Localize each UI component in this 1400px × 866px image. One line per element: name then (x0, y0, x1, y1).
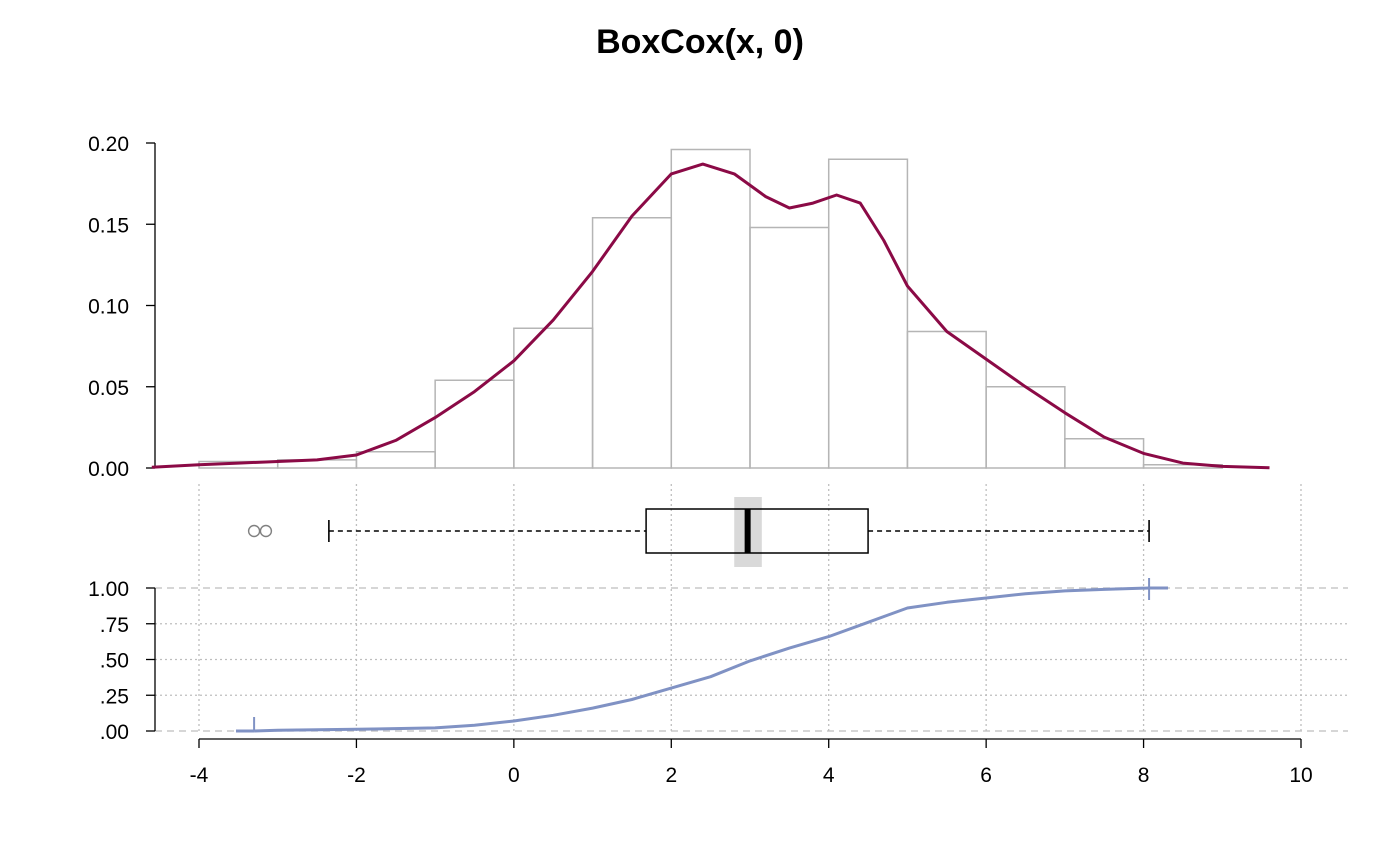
density-curve (151, 162, 1270, 470)
density-y-tick-label-3: 0.15 (88, 214, 129, 237)
density-y-tick-label-1: 0.05 (88, 377, 129, 400)
interquartile-box (645, 508, 869, 554)
x-tick-label-5: 6 (980, 764, 992, 787)
density-y-tick-label-4: 0.20 (88, 133, 129, 156)
ecdf-y-tick-label-4: 1.00 (88, 578, 129, 601)
x-tick-label-1: -2 (347, 764, 366, 787)
x-tick-label-3: 2 (665, 764, 677, 787)
histogram-bar-11 (1064, 438, 1145, 469)
density-panel: 0.00 0.05 0.10 0.15 0.20 (88, 133, 1270, 481)
histogram-bar-10 (985, 386, 1066, 469)
histogram-bar-2 (355, 451, 436, 469)
histogram-bar-6 (670, 148, 751, 469)
outlier-point-0 (247, 524, 261, 538)
x-tick-label-6: 8 (1138, 764, 1150, 787)
x-tick-label-4: 4 (823, 764, 835, 787)
histogram-bar-8 (827, 158, 909, 469)
ecdf-y-tick-label-0: .00 (100, 721, 129, 744)
density-y-tick-label-0: 0.00 (88, 458, 129, 481)
chart-title: BoxCox(x, 0) (596, 23, 804, 61)
ecdf-panel: .00 .25 .50 .75 1.00 -4 -2 0 2 4 6 8 10 (88, 578, 1348, 787)
ecdf-y-tick-label-2: .50 (100, 650, 129, 673)
histogram-bar-3 (434, 379, 515, 469)
outlier-point-1 (259, 524, 273, 538)
x-tick-label-7: 10 (1289, 764, 1312, 787)
ecdf-y-tick-label-1: .25 (100, 685, 129, 708)
density-y-tick-label-2: 0.10 (88, 296, 129, 319)
ecdf-y-tick-label-3: .75 (100, 614, 129, 637)
ecdf-curve (254, 586, 1150, 733)
x-tick-label-0: -4 (190, 764, 209, 787)
histogram-bar-7 (749, 226, 830, 469)
boxplot-panel (198, 484, 1302, 734)
x-tick-label-2: 0 (508, 764, 520, 787)
